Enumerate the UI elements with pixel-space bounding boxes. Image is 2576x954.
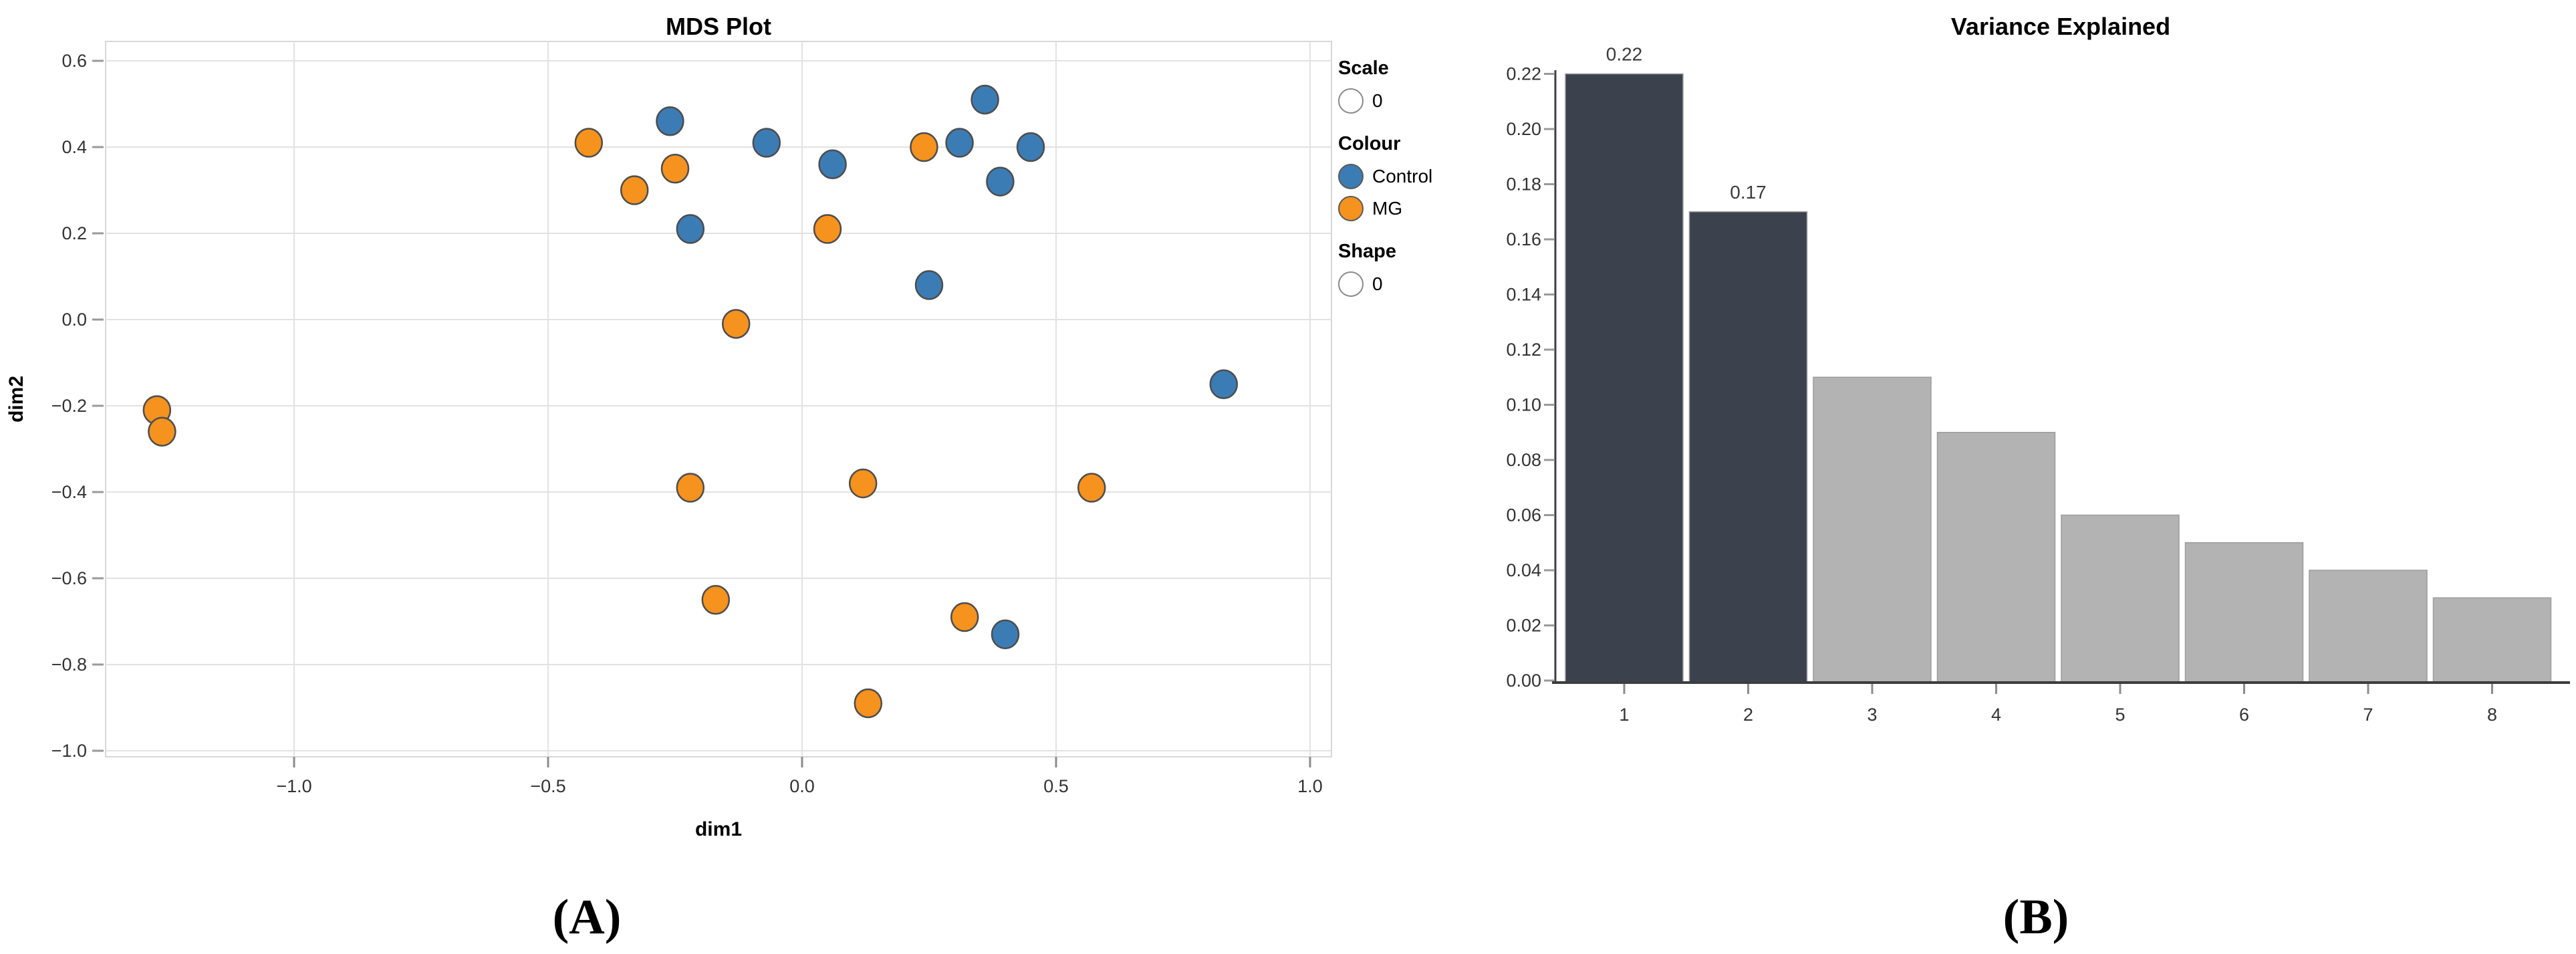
- y-tick-label: 0.14: [1506, 285, 1541, 305]
- open-circle-icon: [1338, 88, 1364, 114]
- scatter-point-control: [818, 149, 847, 180]
- y-tick-label: −0.2: [51, 396, 87, 416]
- legend-scale-title: Scale: [1338, 57, 1389, 79]
- scatter-point-control: [991, 619, 1020, 650]
- control-dot-icon: [1338, 164, 1364, 189]
- scatter-point-control: [752, 128, 781, 158]
- bar-component-1: [1565, 73, 1684, 683]
- legend-mg-label: MG: [1372, 198, 1403, 219]
- scatter-point-control: [971, 84, 999, 115]
- y-tick-label: −0.8: [51, 654, 87, 675]
- y-tick-label: −1.0: [51, 741, 87, 761]
- y-tick-label: 0.20: [1506, 119, 1541, 139]
- mg-dot-icon: [1338, 196, 1364, 221]
- bar-component-2: [1688, 211, 1808, 683]
- legend-shape-value: 0: [1372, 273, 1383, 294]
- x-tick-label: 6: [2239, 705, 2249, 725]
- x-tick-label: 1.0: [1297, 776, 1323, 796]
- y-tick-label: 0.18: [1506, 174, 1541, 195]
- x-tick-label: 0.0: [789, 776, 815, 796]
- scatter-point-control: [986, 166, 1015, 197]
- variance-bar-chart: 0.00 0.02 0.04 0.06 0.08 0.10 0.12 0.14 0.16 0.18…: [1506, 13, 2570, 725]
- y-tick-label: 0.16: [1506, 229, 1541, 249]
- caption-panel-b: (B): [2003, 890, 2069, 945]
- scatter-point-mg: [721, 309, 751, 339]
- x-tick-label: 3: [1867, 705, 1877, 725]
- bar-component-7: [2309, 570, 2428, 683]
- scatter-point-mg: [676, 473, 705, 503]
- x-tick-label: 1: [1619, 705, 1629, 725]
- x-tick-label: 2: [1743, 705, 1753, 725]
- bar-component-6: [2184, 542, 2304, 683]
- scatter-point-mg: [574, 128, 604, 158]
- legend-scale-value: 0: [1372, 90, 1383, 111]
- scatter-point-mg: [148, 416, 176, 447]
- scatter-point-mg: [854, 688, 883, 719]
- caption-panel-a: (A): [552, 890, 622, 945]
- scatter-point-mg: [910, 132, 938, 162]
- scatter-point-mg: [701, 585, 731, 615]
- mds-scatter-chart: 0.6 0.4 0.2 0.0 −0.2 −0.4 −0.6 −0.8 −1.0 −1.0 −0.5…: [5, 13, 1332, 840]
- y-tick-label: 0.06: [1506, 505, 1541, 525]
- scatter-point-mg: [620, 175, 649, 205]
- y-tick-label: 0.04: [1506, 560, 1541, 580]
- y-tick-label: 0.6: [61, 51, 87, 71]
- x-tick-label: 7: [2363, 705, 2373, 725]
- chart-title: MDS Plot: [666, 13, 771, 40]
- bar-component-3: [1813, 376, 1932, 683]
- x-tick-label: 4: [1991, 705, 2001, 725]
- y-tick-label: 0.02: [1506, 616, 1541, 636]
- scatter-point-control: [1016, 132, 1045, 162]
- scatter-point-mg: [950, 602, 979, 632]
- bar-value-label: 0.17: [1730, 182, 1767, 203]
- y-tick-label: −0.6: [51, 568, 87, 588]
- legend-item-mg: MG: [1338, 193, 1472, 225]
- y-tick-label: 0.00: [1506, 671, 1541, 691]
- scatter-point-control: [656, 106, 684, 136]
- scatter-point-mg: [660, 154, 690, 184]
- bar-component-5: [2061, 514, 2180, 683]
- legend-shape-item: 0: [1338, 268, 1472, 300]
- legend-scale-item: 0: [1338, 85, 1472, 117]
- x-tick-label: 0.5: [1043, 776, 1069, 796]
- plot-panel: [105, 41, 1332, 757]
- y-tick-label: 0.4: [61, 137, 87, 157]
- x-tick-label: −1.0: [276, 776, 311, 796]
- y-tick-label: 0.2: [61, 223, 87, 243]
- y-axis-title: dim2: [5, 376, 27, 423]
- y-tick-label: 0.22: [1506, 64, 1541, 84]
- legend-item-control: Control: [1338, 160, 1472, 193]
- legend-colour-title: Colour: [1338, 133, 1401, 154]
- scatter-point-mg: [848, 468, 878, 499]
- y-tick-label: 0.08: [1506, 450, 1541, 470]
- scatter-point-control: [914, 270, 944, 300]
- y-tick-label: 0.10: [1506, 395, 1541, 415]
- open-circle-icon: [1338, 271, 1364, 297]
- scatter-point-control: [1209, 369, 1239, 399]
- scatter-point-mg: [813, 214, 842, 244]
- legend-control-label: Control: [1372, 166, 1433, 187]
- legend-shape-title: Shape: [1338, 241, 1397, 262]
- bar-component-4: [1936, 432, 2056, 683]
- x-tick-label: −0.5: [530, 776, 565, 796]
- bar-component-8: [2432, 597, 2552, 683]
- x-tick-label: 8: [2487, 705, 2497, 725]
- scatter-legend: Scale 0 Colour Control MG Shape 0: [1338, 57, 1472, 300]
- scatter-point-control: [945, 128, 974, 158]
- y-tick-label: 0.0: [61, 310, 87, 330]
- chart-title: Variance Explained: [1951, 13, 2170, 40]
- scatter-point-mg: [1077, 473, 1106, 503]
- y-tick-label: 0.12: [1506, 340, 1541, 360]
- x-axis-title: dim1: [695, 818, 742, 840]
- y-tick-label: −0.4: [51, 482, 87, 502]
- scatter-point-control: [676, 214, 705, 244]
- bar-value-label: 0.22: [1606, 44, 1643, 65]
- x-tick-label: 5: [2115, 705, 2125, 725]
